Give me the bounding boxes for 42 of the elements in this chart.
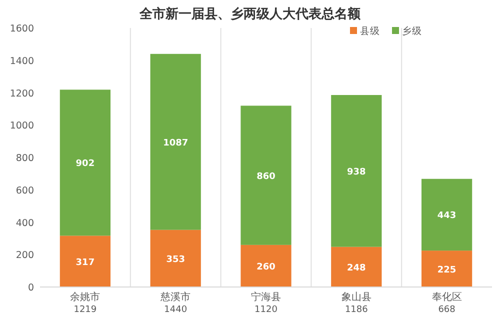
data-label: 443 (437, 211, 456, 222)
data-label: 248 (347, 263, 366, 274)
bar (60, 236, 111, 287)
x-tick-label: 余姚市 (70, 291, 100, 303)
y-tick-label: 400 (16, 218, 34, 229)
x-tick-label: 慈溪市 (160, 291, 191, 303)
bar (331, 246, 382, 287)
bar (240, 244, 292, 287)
y-tick-label: 600 (16, 185, 34, 196)
bar (150, 54, 201, 230)
x-tick-label: 奉化区 (432, 291, 462, 303)
bar (60, 90, 111, 236)
y-tick-label: 1600 (10, 24, 34, 34)
bar (421, 250, 472, 287)
data-label: 860 (256, 172, 276, 182)
bar (421, 178, 472, 251)
data-label: 225 (437, 265, 456, 276)
y-tick-label: 1400 (10, 56, 34, 67)
bar (331, 95, 382, 247)
data-label: 1087 (163, 138, 188, 148)
data-label: 902 (76, 159, 95, 170)
y-tick-label: 800 (16, 153, 34, 164)
total-label: 1219 (74, 305, 97, 315)
y-tick-label: 200 (16, 250, 34, 262)
x-tick-label: 象山县 (341, 291, 372, 303)
data-label: 938 (347, 167, 366, 178)
total-label: 1440 (164, 305, 188, 315)
total-label: 1186 (344, 305, 368, 315)
y-tick-label: 0 (28, 282, 34, 294)
chart-title: 全市新一届县、乡两级人大代表总名额 (138, 6, 362, 22)
legend-label: 县级 (360, 25, 380, 37)
total-label: 1120 (254, 305, 278, 315)
legend-label: 乡级 (402, 25, 422, 37)
data-label: 353 (166, 254, 185, 265)
bar (240, 106, 292, 245)
x-tick-label: 宁海县 (251, 291, 281, 303)
y-tick-label: 1000 (10, 120, 34, 132)
total-label: 668 (438, 305, 456, 315)
y-tick-label: 1200 (10, 88, 34, 100)
data-label: 260 (256, 262, 276, 272)
bar (150, 230, 201, 287)
data-label: 317 (76, 258, 95, 268)
